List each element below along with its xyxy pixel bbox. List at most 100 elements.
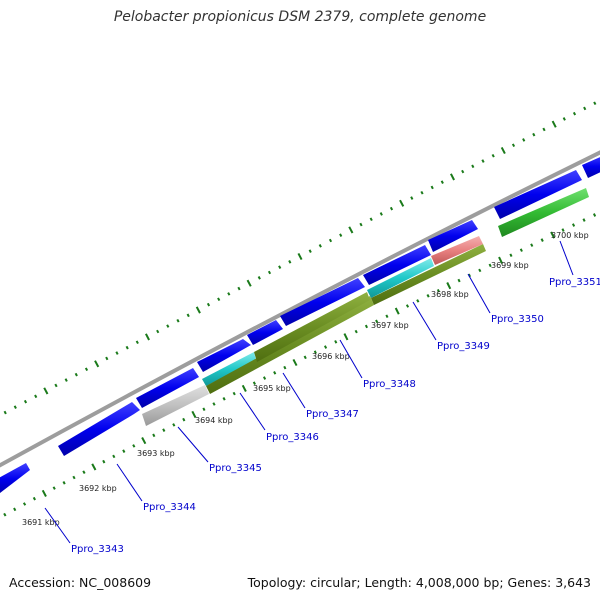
minor-tick bbox=[592, 213, 597, 217]
gene-label[interactable]: Ppro_3350 bbox=[491, 314, 544, 325]
minor-tick bbox=[416, 299, 420, 303]
minor-tick bbox=[582, 218, 586, 222]
minor-tick bbox=[593, 101, 597, 106]
minor-tick bbox=[237, 286, 241, 291]
major-tick bbox=[141, 437, 147, 445]
minor-tick bbox=[509, 253, 513, 258]
major-tick bbox=[94, 360, 100, 368]
green-feature bbox=[498, 188, 589, 237]
kbp-label: 3694 kbp bbox=[195, 416, 233, 425]
major-tick bbox=[450, 173, 455, 181]
major-tick bbox=[500, 146, 506, 155]
minor-tick bbox=[405, 304, 410, 308]
minor-tick bbox=[122, 449, 126, 453]
minor-tick bbox=[410, 196, 414, 200]
major-tick bbox=[292, 358, 298, 367]
major-tick bbox=[191, 410, 197, 419]
minor-tick bbox=[22, 502, 27, 506]
kbp-label: 3699 kbp bbox=[491, 261, 529, 270]
minor-tick bbox=[420, 190, 424, 195]
gene-label[interactable]: Ppro_3349 bbox=[437, 341, 490, 352]
kbp-label: 3695 kbp bbox=[253, 384, 291, 393]
minor-tick bbox=[323, 345, 328, 349]
minor-tick bbox=[278, 265, 282, 269]
leader-line bbox=[339, 339, 363, 379]
minor-tick bbox=[571, 223, 576, 227]
minor-tick bbox=[461, 169, 465, 174]
minor-tick bbox=[542, 127, 546, 132]
kbp-label: 3697 kbp bbox=[371, 321, 409, 330]
inner-tick-track bbox=[3, 213, 597, 517]
minor-tick bbox=[375, 319, 379, 324]
major-tick bbox=[399, 199, 405, 207]
cds-feature bbox=[58, 402, 140, 456]
minor-tick bbox=[62, 481, 66, 485]
minor-tick bbox=[125, 345, 129, 350]
minor-tick bbox=[308, 249, 312, 253]
cds-feature bbox=[136, 368, 199, 408]
map-title: Pelobacter propionicus DSM 2379, complet… bbox=[113, 9, 487, 25]
minor-tick bbox=[288, 260, 292, 264]
minor-tick bbox=[152, 433, 156, 438]
gene-label[interactable]: Ppro_3343 bbox=[71, 544, 124, 555]
kbp-label: 3700 kbp bbox=[551, 231, 589, 240]
minor-tick bbox=[156, 329, 160, 334]
leader-line bbox=[177, 426, 209, 463]
cds-feature bbox=[280, 278, 365, 326]
cds-feature bbox=[363, 245, 431, 285]
kbp-label: 3693 kbp bbox=[137, 449, 175, 458]
minor-tick bbox=[82, 470, 86, 474]
gene-label[interactable]: Ppro_3351 bbox=[549, 277, 600, 288]
leader-line bbox=[44, 507, 71, 544]
leader-line bbox=[239, 392, 266, 431]
major-tick bbox=[41, 489, 47, 497]
kbp-labels: 3691 kbp 3692 kbp 3693 kbp 3694 kbp 3695… bbox=[22, 231, 589, 527]
minor-tick bbox=[457, 278, 461, 283]
minor-tick bbox=[217, 297, 221, 302]
gene-label[interactable]: Ppro_3345 bbox=[209, 463, 262, 474]
minor-tick bbox=[369, 217, 373, 222]
minor-tick bbox=[182, 417, 186, 422]
minor-tick bbox=[572, 111, 577, 116]
minor-tick bbox=[354, 329, 358, 334]
minor-tick bbox=[64, 378, 68, 382]
minor-tick bbox=[385, 314, 389, 319]
minor-tick bbox=[478, 268, 482, 273]
cds-feature bbox=[247, 320, 283, 345]
leader-line bbox=[559, 240, 574, 276]
minor-tick bbox=[13, 405, 17, 409]
cds-feature bbox=[428, 220, 478, 252]
minor-tick bbox=[488, 263, 492, 268]
gene-label[interactable]: Ppro_3344 bbox=[143, 502, 196, 513]
minor-tick bbox=[135, 340, 139, 345]
minor-tick bbox=[481, 159, 485, 163]
gray-feature bbox=[142, 385, 209, 426]
minor-tick bbox=[440, 180, 444, 184]
cds-feature bbox=[0, 463, 30, 493]
minor-tick bbox=[522, 138, 526, 142]
minor-tick bbox=[115, 351, 119, 355]
minor-tick bbox=[339, 233, 343, 237]
minor-tick bbox=[262, 376, 267, 380]
minor-tick bbox=[74, 372, 78, 377]
major-tick bbox=[297, 252, 303, 261]
kbp-label: 3691 kbp bbox=[22, 518, 60, 527]
gene-label[interactable]: Ppro_3346 bbox=[266, 432, 319, 443]
gene-label[interactable]: Ppro_3348 bbox=[363, 379, 416, 390]
minor-tick bbox=[436, 288, 441, 293]
minor-tick bbox=[257, 276, 261, 280]
minor-tick bbox=[313, 350, 317, 354]
gene-labels: Ppro_3343 Ppro_3344 Ppro_3345 Ppro_3346 … bbox=[71, 277, 600, 555]
kbp-label: 3698 kbp bbox=[431, 290, 469, 299]
minor-tick bbox=[3, 512, 7, 517]
minor-tick bbox=[359, 222, 363, 227]
olive-feature bbox=[254, 292, 370, 362]
minor-tick bbox=[23, 399, 28, 404]
major-tick bbox=[446, 282, 452, 290]
minor-tick bbox=[32, 496, 36, 501]
minor-tick bbox=[212, 402, 216, 406]
minor-tick bbox=[491, 153, 495, 158]
leader-line bbox=[116, 463, 143, 502]
gene-label[interactable]: Ppro_3347 bbox=[306, 409, 359, 420]
minor-tick bbox=[303, 355, 307, 360]
